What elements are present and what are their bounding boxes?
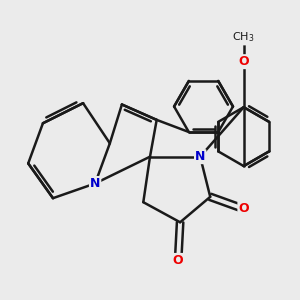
Text: N: N <box>90 177 100 190</box>
Text: O: O <box>173 254 183 267</box>
Text: N: N <box>195 150 206 163</box>
Text: O: O <box>238 202 249 215</box>
Text: CH$_3$: CH$_3$ <box>232 31 255 44</box>
Text: O: O <box>238 55 249 68</box>
